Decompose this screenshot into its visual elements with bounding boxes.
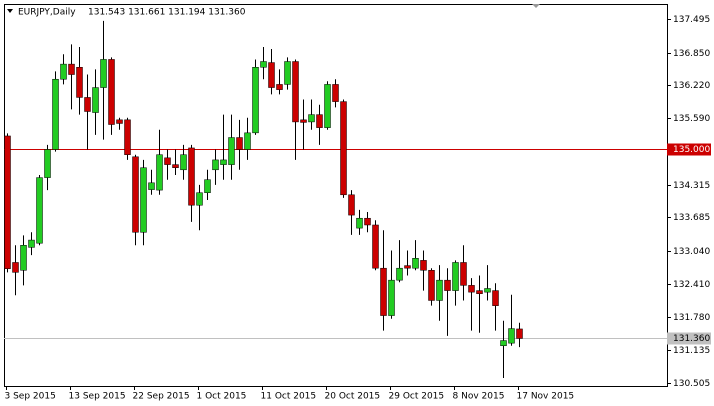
candle-body xyxy=(244,132,251,150)
candle-body xyxy=(484,288,491,293)
candle-body xyxy=(372,224,379,269)
candle-body xyxy=(380,267,387,316)
candle-body xyxy=(332,84,339,102)
y-tick-label: 137.495 xyxy=(673,15,710,25)
candle-body xyxy=(28,239,35,248)
candle-body xyxy=(412,258,419,269)
y-tick-label: 136.220 xyxy=(673,81,710,91)
candle-body xyxy=(436,279,443,301)
y-tick-label: 135.590 xyxy=(673,114,710,124)
candle-body xyxy=(44,149,51,178)
candle-body xyxy=(228,137,235,165)
candle-body xyxy=(420,260,427,271)
candle-body xyxy=(220,159,227,165)
candle-body xyxy=(180,154,187,171)
y-tick-label: 131.135 xyxy=(673,346,710,356)
candle-body xyxy=(196,192,203,206)
y-tick-label: 133.040 xyxy=(673,247,710,257)
x-tick-label: 3 Sep 2015 xyxy=(5,392,56,402)
candle-body xyxy=(188,147,195,206)
price-label: 131.360 xyxy=(673,334,710,344)
y-tick-label: 132.410 xyxy=(673,280,710,290)
candle-body xyxy=(428,270,435,301)
x-tick-label: 22 Sep 2015 xyxy=(133,392,190,402)
candle-body xyxy=(76,67,83,98)
x-tick-label: 29 Oct 2015 xyxy=(389,392,445,402)
candle-body xyxy=(108,59,115,125)
candle-body xyxy=(132,156,139,233)
y-tick-label: 136.850 xyxy=(673,49,710,59)
y-tick-label: 134.315 xyxy=(673,181,710,191)
candle-body xyxy=(276,84,283,90)
candle-body xyxy=(116,119,123,124)
menu-icon xyxy=(7,9,13,13)
chart-subtitle: 131.543 131.661 131.194 131.360 xyxy=(88,8,246,18)
candle-body xyxy=(444,279,451,291)
candle-body xyxy=(460,262,467,286)
y-tick-label: 133.685 xyxy=(673,213,710,223)
candle-body xyxy=(308,114,315,123)
candle-body xyxy=(300,119,307,123)
candle-body xyxy=(452,262,459,291)
candle-body xyxy=(492,290,499,306)
candle-body xyxy=(364,217,371,226)
candle-body xyxy=(204,179,211,193)
price-label-box xyxy=(667,332,711,345)
candle-body xyxy=(252,67,259,134)
candle-body xyxy=(348,194,355,216)
candle-body xyxy=(284,61,291,85)
x-tick-label: 13 Sep 2015 xyxy=(69,392,126,402)
candle-body xyxy=(124,119,131,155)
candle-body xyxy=(212,159,219,171)
candle-body xyxy=(260,61,267,68)
x-tick-label: 8 Nov 2015 xyxy=(453,392,505,402)
chart-title: EURJPY,Daily xyxy=(18,8,76,18)
candle-body xyxy=(100,59,107,88)
y-tick-label: 131.780 xyxy=(673,313,710,323)
candle-body xyxy=(316,114,323,128)
candle-body xyxy=(268,62,275,88)
price-label: 135.000 xyxy=(673,145,710,155)
candle-body xyxy=(156,154,163,191)
candle-body xyxy=(68,63,75,75)
candle-body xyxy=(84,97,91,112)
candle-body xyxy=(508,328,515,344)
candle-body xyxy=(340,101,347,196)
candle-body xyxy=(500,340,507,347)
candle-body xyxy=(52,78,59,150)
candle-body xyxy=(164,157,171,165)
candle-body xyxy=(60,63,67,80)
candle-body xyxy=(236,137,243,150)
candle-body xyxy=(404,265,411,269)
candle-body xyxy=(324,84,331,128)
x-tick-label: 11 Oct 2015 xyxy=(261,392,317,402)
candle-body xyxy=(20,245,27,271)
candle-body xyxy=(36,177,43,244)
candle-body xyxy=(396,267,403,281)
y-tick-label: 130.505 xyxy=(673,379,710,389)
candle-body xyxy=(148,182,155,190)
candle-body xyxy=(4,135,11,269)
candle-body xyxy=(12,262,19,273)
x-tick-label: 1 Oct 2015 xyxy=(197,392,247,402)
candle-body xyxy=(92,87,99,113)
price-label-box xyxy=(667,143,711,156)
candle-body xyxy=(292,61,299,123)
candle-body xyxy=(356,217,363,229)
x-tick-label: 17 Nov 2015 xyxy=(517,392,575,402)
candle-body xyxy=(516,328,523,339)
candle-body xyxy=(140,167,147,233)
candle-body xyxy=(476,290,483,294)
candle-body xyxy=(388,279,395,316)
candle-body xyxy=(172,164,179,168)
candle-body xyxy=(468,285,475,293)
x-tick-label: 20 Oct 2015 xyxy=(325,392,381,402)
shift-marker xyxy=(532,4,540,8)
